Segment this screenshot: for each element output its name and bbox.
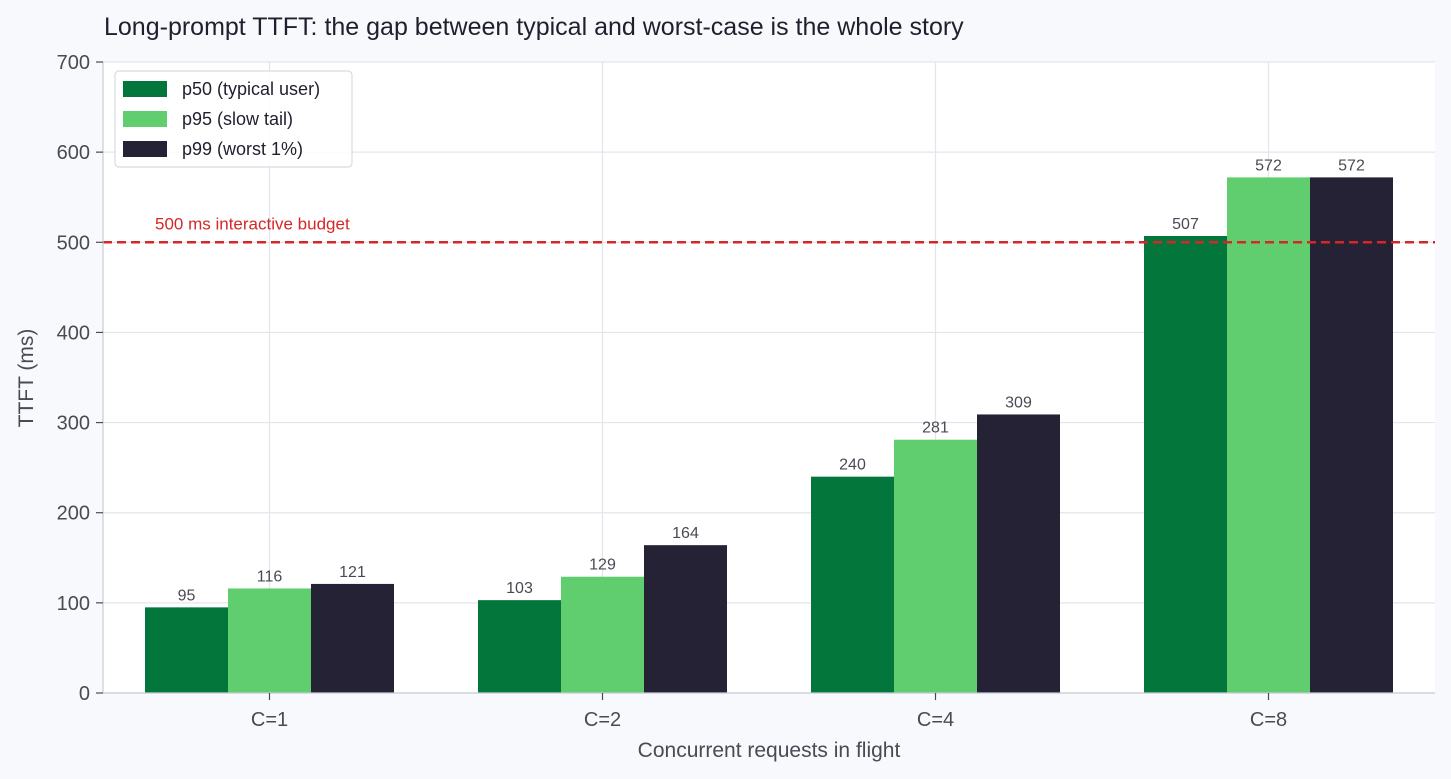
reference-line-label: 500 ms interactive budget bbox=[155, 214, 350, 233]
legend-swatch bbox=[123, 111, 167, 127]
bar bbox=[644, 545, 727, 693]
bar bbox=[977, 414, 1060, 693]
bar bbox=[1144, 235, 1227, 693]
bar bbox=[811, 476, 894, 693]
bar-value-label: 309 bbox=[1005, 394, 1032, 411]
bar-value-label: 240 bbox=[839, 457, 866, 474]
legend-label: p95 (slow tail) bbox=[182, 109, 293, 129]
bar-value-label: 116 bbox=[257, 568, 283, 585]
y-tick-label: 400 bbox=[57, 322, 90, 344]
legend-label: p50 (typical user) bbox=[182, 79, 320, 99]
y-tick-label: 0 bbox=[79, 683, 90, 705]
bar-value-label: 95 bbox=[178, 587, 196, 604]
y-tick-label: 600 bbox=[57, 142, 90, 164]
y-axis-label: TTFT (ms) bbox=[15, 329, 38, 428]
y-tick-label: 300 bbox=[57, 413, 90, 435]
legend-swatch bbox=[123, 141, 167, 157]
x-tick-label: C=1 bbox=[251, 709, 288, 731]
x-tick-label: C=4 bbox=[917, 709, 954, 731]
y-tick-label: 200 bbox=[57, 503, 90, 525]
bar-value-label: 129 bbox=[589, 557, 616, 574]
axes: 0 100 200 300 400 500 600 700 C=1 C=2 C=4 C=8 bbox=[57, 52, 1435, 731]
x-tick-label: C=8 bbox=[1250, 709, 1287, 731]
bar bbox=[894, 439, 977, 693]
bar bbox=[228, 588, 311, 693]
bars bbox=[145, 177, 1393, 693]
bar bbox=[1310, 177, 1393, 693]
reference-line-group: 500 ms interactive budget bbox=[103, 214, 1435, 244]
bar-value-label: 572 bbox=[1255, 157, 1282, 174]
bar bbox=[311, 583, 394, 693]
chart-title: Long-prompt TTFT: the gap between typica… bbox=[104, 13, 964, 41]
bar-value-label: 281 bbox=[922, 420, 949, 437]
bar-value-label: 164 bbox=[672, 525, 699, 542]
legend: p50 (typical user) p95 (slow tail) p99 (wo… bbox=[114, 70, 353, 168]
y-tick-label: 100 bbox=[57, 593, 90, 615]
bar-value-label: 572 bbox=[1338, 157, 1365, 174]
legend-label: p99 (worst 1%) bbox=[182, 139, 303, 159]
bar bbox=[561, 576, 644, 693]
bar bbox=[1227, 177, 1310, 693]
bar bbox=[145, 607, 228, 693]
legend-swatch bbox=[123, 81, 167, 97]
bar-value-label: 507 bbox=[1172, 216, 1199, 233]
bar-value-label: 103 bbox=[506, 580, 533, 597]
y-tick-label: 700 bbox=[57, 52, 90, 74]
bar-value-label: 121 bbox=[339, 564, 366, 581]
y-tick-label: 500 bbox=[57, 232, 90, 254]
bar bbox=[478, 600, 561, 693]
data-labels: 95 103 240 507 116 129 281 572 121 164 309 572 bbox=[178, 157, 1365, 604]
x-tick-label: C=2 bbox=[584, 709, 621, 731]
legend-box bbox=[114, 70, 353, 168]
x-axis-label: Concurrent requests in flight bbox=[638, 739, 901, 762]
